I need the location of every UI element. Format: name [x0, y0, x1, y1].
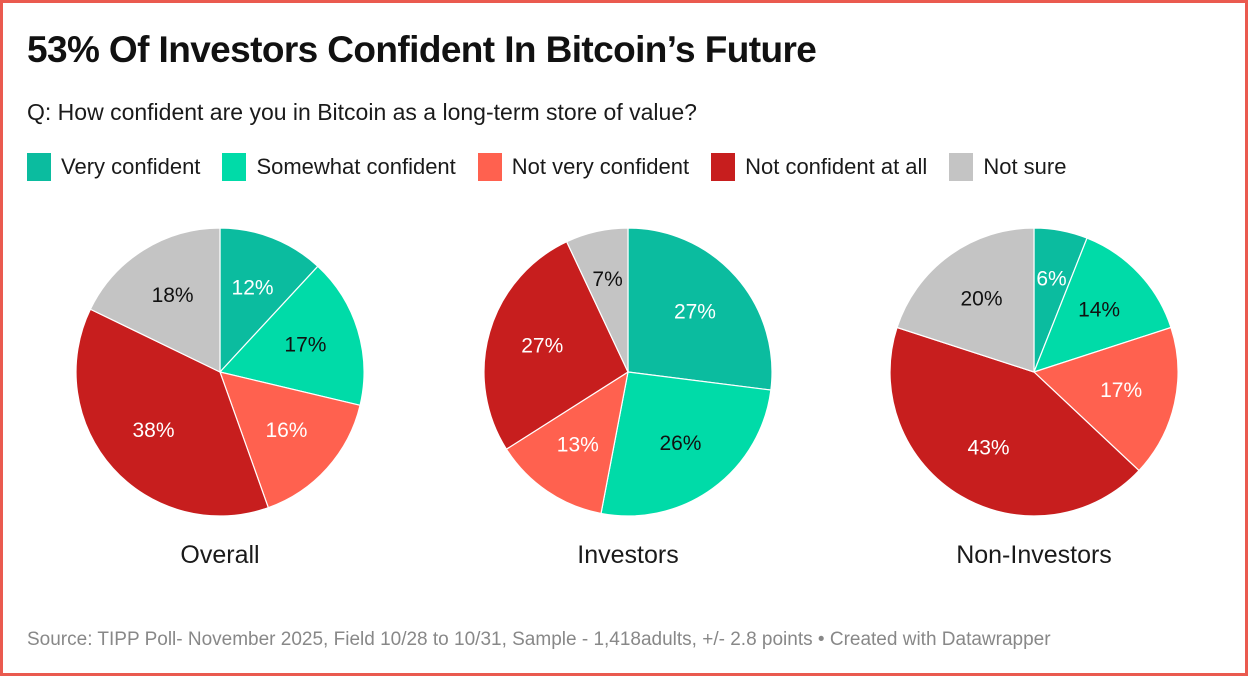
pie-slice-not-confident-at-all — [75, 308, 270, 517]
pie-caption: Overall — [180, 541, 259, 569]
legend-swatch — [477, 153, 502, 181]
legend-swatch — [27, 153, 51, 181]
pie-slice-not-sure — [89, 227, 221, 373]
legend: Very confident Somewhat confident Not ve… — [27, 153, 1088, 181]
slice-label-not-sure: 20% — [961, 287, 1003, 310]
legend-item-not-confident-at-all: Not confident at all — [711, 153, 927, 181]
legend-item-somewhat-confident: Somewhat confident — [222, 153, 456, 181]
pie-non-investors: 6% 14% 17% 43% 20% Non-Investors — [889, 227, 1179, 569]
chart-subtitle: Q: How confident are you in Bitcoin as a… — [27, 99, 697, 125]
slice-label-not-very-confident: 17% — [1100, 379, 1142, 402]
legend-item-very-confident: Very confident — [27, 153, 200, 181]
pie-slice-somewhat-confident — [218, 265, 365, 407]
pie-caption: Non-Investors — [956, 541, 1112, 569]
pie-investors: 27% 26% 13% 27% 7% Investors — [483, 227, 773, 569]
pie-slice-not-confident-at-all — [889, 326, 1140, 517]
slice-label-very-confident: 12% — [232, 276, 274, 299]
legend-swatch — [949, 153, 974, 181]
slice-label-somewhat-confident: 17% — [284, 334, 326, 357]
legend-swatch — [711, 153, 736, 181]
pie-slice-not-confident-at-all — [483, 240, 629, 450]
pie-caption: Investors — [577, 541, 678, 569]
legend-item-not-very-confident: Not very confident — [477, 153, 690, 181]
slice-label-not-sure: 7% — [592, 268, 622, 291]
pie-slice-somewhat-confident — [600, 371, 772, 517]
slice-label-very-confident: 6% — [1036, 268, 1066, 291]
slice-label-not-very-confident: 16% — [265, 419, 307, 442]
pie-slice-very-confident — [627, 227, 773, 391]
footer: Source: TIPP Poll- November 2025, Field … — [27, 629, 1051, 651]
pie-slice-not-very-confident — [505, 370, 629, 515]
source-note: Source: TIPP Poll- November 2025, Field … — [27, 629, 813, 650]
slice-label-not-confident-at-all: 43% — [968, 436, 1010, 459]
pie-slice-not-sure — [565, 227, 629, 373]
legend-label: Somewhat confident — [256, 154, 456, 179]
legend-swatch — [222, 153, 247, 181]
slice-label-not-confident-at-all: 27% — [521, 335, 563, 358]
pie-slice-not-sure — [896, 227, 1035, 373]
slice-label-not-very-confident: 13% — [557, 433, 599, 456]
legend-label: Not confident at all — [745, 154, 928, 179]
chart-title: 53% Of Investors Confident In Bitcoin’s … — [27, 29, 817, 70]
pie-slice-very-confident — [219, 227, 319, 374]
slice-label-somewhat-confident: 26% — [659, 432, 701, 455]
legend-item-not-sure: Not sure — [949, 153, 1066, 181]
legend-label: Very confident — [61, 154, 201, 179]
legend-label: Not very confident — [511, 154, 690, 179]
slice-label-very-confident: 27% — [674, 301, 716, 324]
pie-overall: 12% 17% 16% 38% 18% Overall — [75, 227, 365, 569]
slice-label-somewhat-confident: 14% — [1078, 298, 1120, 321]
slice-label-not-sure: 18% — [152, 284, 194, 307]
pie-slice-not-very-confident — [1032, 326, 1179, 472]
pie-charts: 12% 17% 16% 38% 18% Overall 27% 26% 13% 27% 7% Inve… — [75, 227, 1179, 569]
footer-separator: • — [812, 629, 830, 650]
pie-slice-not-very-confident — [219, 371, 361, 509]
legend-label: Not sure — [983, 154, 1067, 179]
credit-link[interactable]: Created with Datawrapper — [829, 629, 1051, 650]
slice-label-not-confident-at-all: 38% — [133, 419, 175, 442]
